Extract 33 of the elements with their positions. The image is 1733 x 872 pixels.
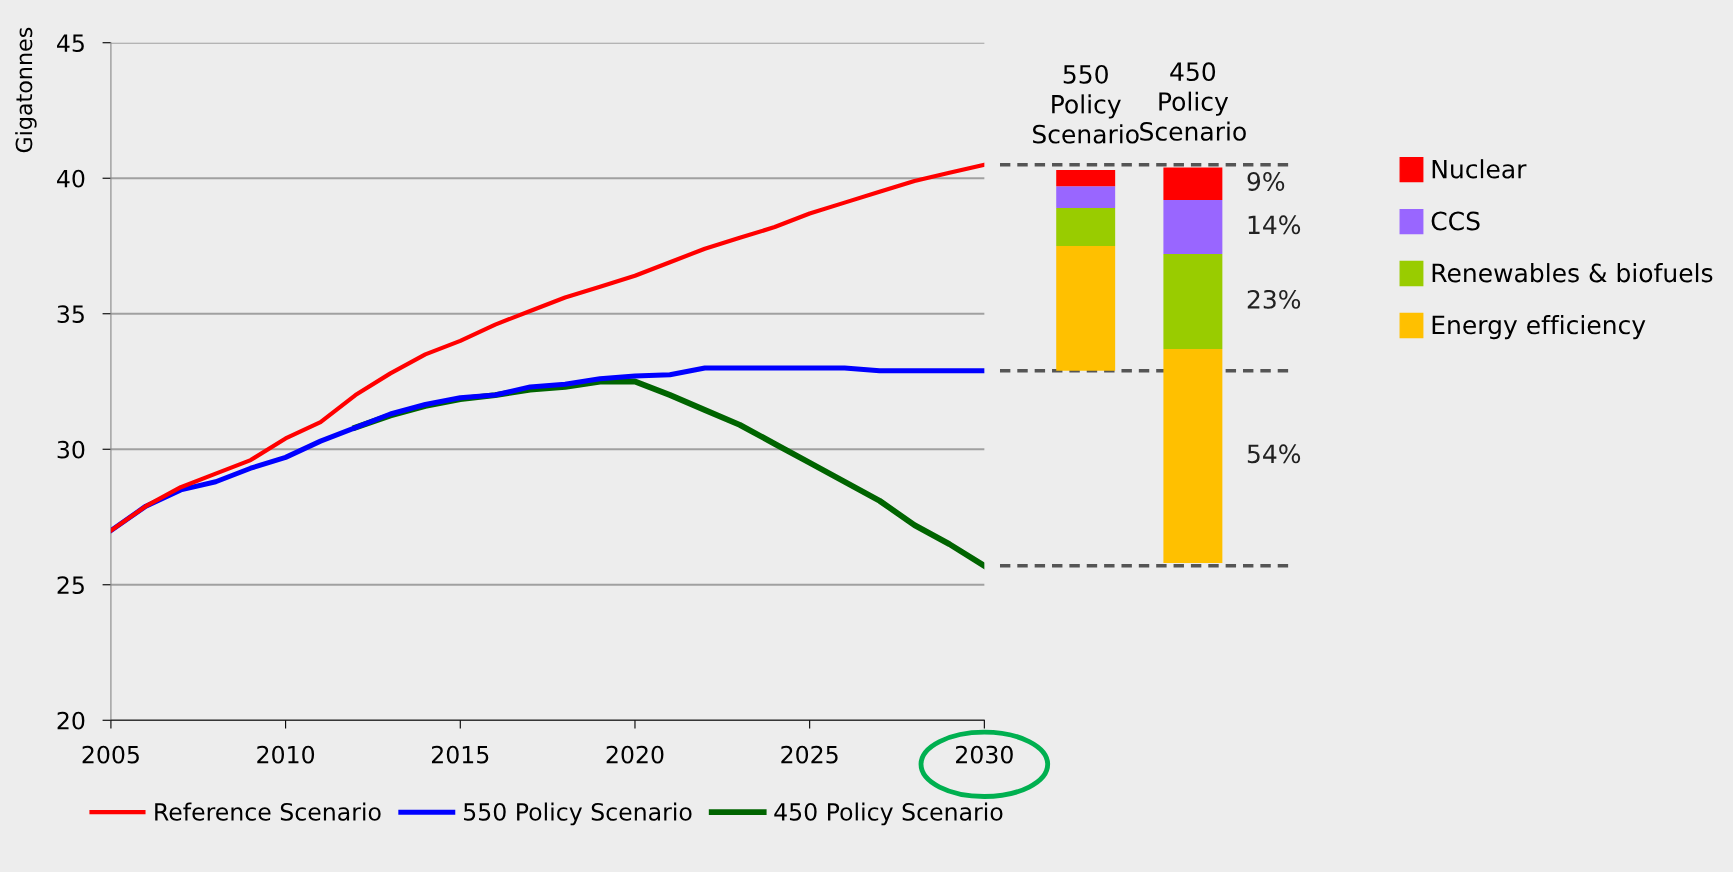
y-axis-title: Gigatonnes <box>15 27 37 153</box>
y-tick-label: 30 <box>57 440 85 459</box>
line-series <box>110 162 985 533</box>
x-tick-label: 2030 <box>956 745 1013 764</box>
x-tick-label: 2020 <box>606 745 664 764</box>
annotation: 9% <box>1247 172 1285 191</box>
bar <box>1056 186 1116 209</box>
legend-label: Nuclear <box>1432 159 1527 179</box>
legend-label: Reference Scenario <box>155 802 381 821</box>
bar <box>1163 199 1223 255</box>
x-tick-label: 2010 <box>257 745 315 764</box>
bar <box>1056 170 1116 187</box>
legend-label: Energy efficiency <box>1432 315 1646 340</box>
bar <box>1163 167 1223 200</box>
annotation: 23% <box>1247 289 1301 309</box>
y-tick-label: 20 <box>57 711 85 730</box>
bar <box>1056 245 1116 371</box>
annotation: 54% <box>1247 444 1301 464</box>
legend-label: 550 Policy Scenario <box>464 802 692 826</box>
y-tick-label: 25 <box>57 576 84 595</box>
annotation: 14% <box>1248 215 1301 235</box>
y-tick-label: 45 <box>57 34 84 53</box>
bar <box>1056 208 1116 246</box>
legend-label: 450 Policy Scenario <box>774 802 1003 826</box>
bar <box>1163 254 1223 349</box>
bar <box>1163 348 1223 564</box>
x-tick-label: 2005 <box>82 745 139 764</box>
y-tick-label: 40 <box>57 169 85 188</box>
legend-label: CCS <box>1431 211 1480 231</box>
x-tick-label: 2015 <box>431 745 489 764</box>
y-tick-label: 35 <box>57 305 84 324</box>
x-tick-label: 2025 <box>781 745 838 764</box>
legend-label: Renewables & biofuels <box>1432 263 1713 283</box>
